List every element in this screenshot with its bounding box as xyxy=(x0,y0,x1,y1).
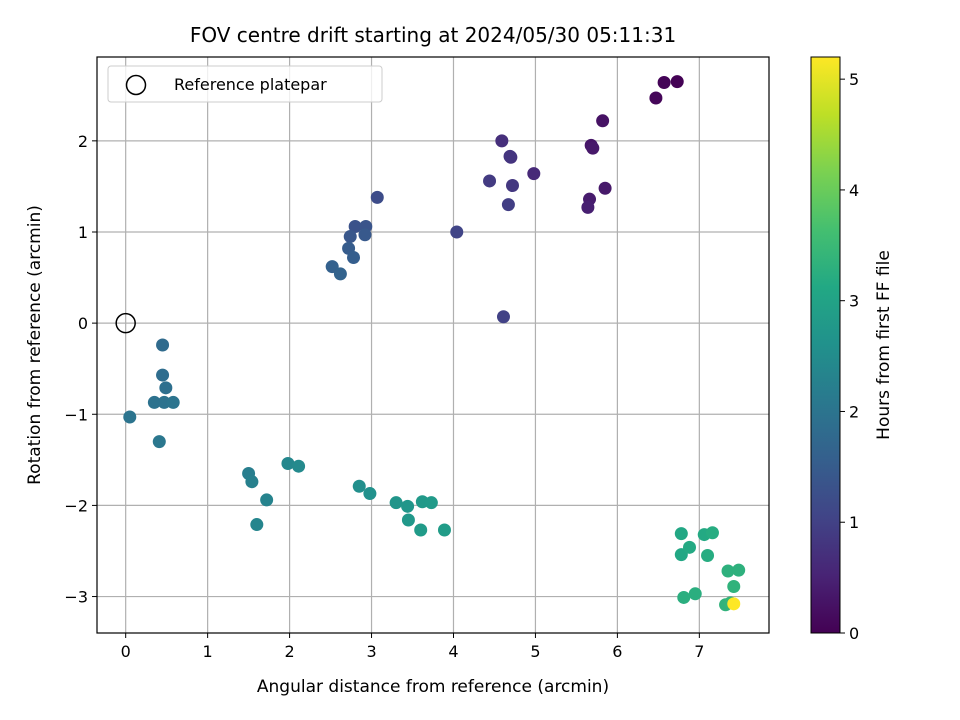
colorbar: 0 1 2 3 4 5 Hours from first FF file xyxy=(810,56,894,643)
data-point xyxy=(389,496,403,510)
x-tick-label: 3 xyxy=(366,642,376,661)
data-point xyxy=(414,523,428,537)
data-point xyxy=(363,487,377,501)
colorbar-tick-label: 1 xyxy=(849,513,859,532)
data-point xyxy=(370,190,384,204)
grid-lines xyxy=(97,57,769,633)
data-point xyxy=(437,523,451,537)
chart-title: FOV centre drift starting at 2024/05/30 … xyxy=(190,23,676,47)
data-point xyxy=(343,230,357,244)
reference-platepar-marker xyxy=(115,312,136,334)
data-point xyxy=(250,518,264,532)
data-point xyxy=(503,149,517,163)
data-point xyxy=(245,475,259,489)
x-tick-label: 5 xyxy=(530,642,540,661)
data-point xyxy=(674,527,688,541)
data-point xyxy=(586,141,600,155)
data-point xyxy=(598,181,612,195)
y-tick-label: −2 xyxy=(64,496,88,515)
colorbar-gradient xyxy=(810,56,841,634)
data-point xyxy=(649,91,663,105)
x-tick-label: 1 xyxy=(203,642,213,661)
colorbar-tick-label: 5 xyxy=(849,70,859,89)
x-tick-label: 0 xyxy=(121,642,131,661)
data-point xyxy=(501,198,515,212)
data-point xyxy=(727,597,741,611)
data-point xyxy=(159,381,173,395)
colorbar-tick-label: 3 xyxy=(849,292,859,311)
data-point xyxy=(496,310,510,324)
y-tick-label: −3 xyxy=(64,588,88,607)
x-tick-label: 7 xyxy=(694,642,704,661)
colorbar-ticks: 0 1 2 3 4 5 xyxy=(840,70,859,643)
data-point xyxy=(657,76,671,90)
data-point xyxy=(292,459,306,473)
data-point xyxy=(727,580,741,594)
data-point xyxy=(596,114,610,128)
legend-reference-icon xyxy=(125,74,147,96)
y-tick-label: 2 xyxy=(78,132,88,151)
data-point xyxy=(721,564,735,578)
colorbar-label: Hours from first FF file xyxy=(874,250,894,440)
data-point xyxy=(123,410,137,424)
x-axis-ticks: 0 1 2 3 4 5 6 7 xyxy=(121,633,704,661)
data-point xyxy=(424,496,438,510)
data-point xyxy=(705,526,719,540)
y-axis-ticks: −3 −2 −1 0 1 2 xyxy=(64,132,97,607)
data-point xyxy=(401,513,415,527)
x-axis-label: Angular distance from reference (arcmin) xyxy=(257,677,609,697)
data-point xyxy=(333,267,347,281)
legend: Reference platepar xyxy=(107,65,383,103)
data-point xyxy=(732,563,746,577)
legend-box xyxy=(107,65,383,103)
data-point xyxy=(677,590,691,604)
data-point xyxy=(483,174,497,188)
x-tick-label: 4 xyxy=(448,642,458,661)
data-point xyxy=(401,499,415,513)
data-point xyxy=(688,587,702,601)
scatter-points xyxy=(123,75,746,612)
data-point xyxy=(505,179,519,193)
colorbar-tick-label: 4 xyxy=(849,181,859,200)
data-point xyxy=(156,338,170,352)
data-point xyxy=(281,456,295,470)
x-tick-label: 2 xyxy=(284,642,294,661)
data-point xyxy=(166,395,180,409)
legend-reference-label: Reference platepar xyxy=(174,75,327,94)
y-tick-label: −1 xyxy=(64,405,88,424)
data-point xyxy=(495,134,509,148)
data-point xyxy=(352,479,366,493)
data-point xyxy=(527,167,541,181)
data-point xyxy=(683,540,697,554)
y-axis-label: Rotation from reference (arcmin) xyxy=(25,205,45,485)
data-point xyxy=(157,395,171,409)
data-point xyxy=(348,220,362,234)
plot-frame xyxy=(96,56,770,634)
data-point xyxy=(581,200,595,214)
data-point xyxy=(156,368,170,382)
colorbar-tick-label: 0 xyxy=(849,624,859,643)
x-tick-label: 6 xyxy=(612,642,622,661)
y-tick-label: 1 xyxy=(78,223,88,242)
data-point xyxy=(701,549,715,563)
colorbar-tick-label: 2 xyxy=(849,402,859,421)
data-point xyxy=(450,225,464,239)
data-point xyxy=(358,228,372,242)
data-point xyxy=(347,251,361,265)
data-point xyxy=(260,493,274,507)
y-tick-label: 0 xyxy=(78,314,88,333)
data-point xyxy=(670,75,684,89)
data-point xyxy=(147,395,161,409)
data-point xyxy=(152,435,166,449)
